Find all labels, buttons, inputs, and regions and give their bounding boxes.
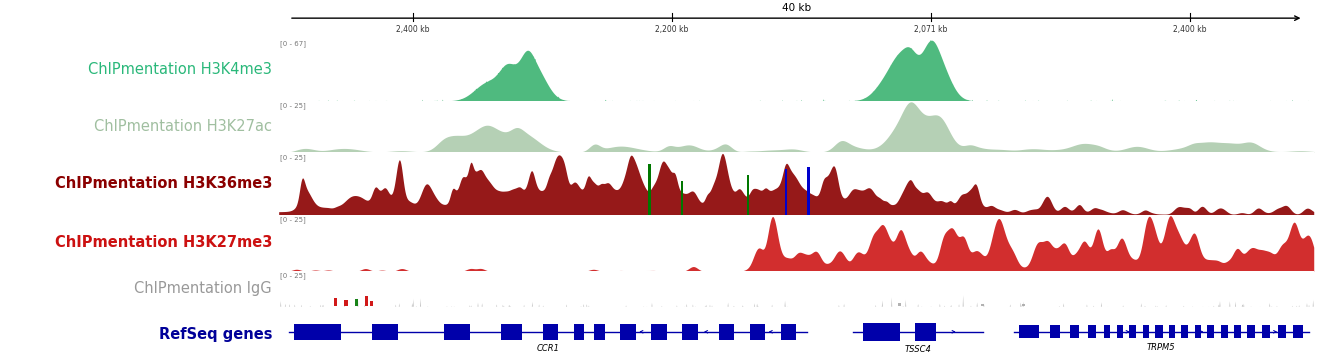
Bar — [981, 304, 985, 306]
Bar — [682, 324, 698, 340]
Text: [0 - 25]: [0 - 25] — [280, 102, 305, 109]
Bar — [719, 324, 734, 340]
Text: TRPM5: TRPM5 — [1147, 343, 1176, 351]
Bar — [1208, 326, 1214, 338]
Bar — [1234, 326, 1241, 338]
Text: [0 - 25]: [0 - 25] — [280, 272, 305, 279]
Text: TSSC4: TSSC4 — [905, 345, 932, 354]
Bar — [1143, 326, 1149, 338]
Bar — [1129, 326, 1136, 338]
Text: CCR1: CCR1 — [536, 344, 559, 353]
Bar — [864, 323, 900, 341]
Bar — [354, 299, 358, 306]
Bar — [370, 301, 373, 306]
Bar — [372, 324, 398, 340]
Bar — [1022, 305, 1026, 306]
Bar — [573, 324, 584, 340]
Text: ChIPmentation H3K36me3: ChIPmentation H3K36me3 — [54, 176, 272, 191]
Bar — [594, 324, 605, 340]
Text: 2,071 kb: 2,071 kb — [914, 25, 947, 34]
Bar — [681, 181, 682, 215]
Text: ChIPmentation H3K4me3: ChIPmentation H3K4me3 — [88, 62, 272, 77]
Bar — [620, 324, 636, 340]
Bar — [1088, 326, 1096, 338]
Text: 2,200 kb: 2,200 kb — [656, 25, 689, 34]
Bar — [1071, 326, 1079, 338]
Text: ChIPmentation IgG: ChIPmentation IgG — [134, 281, 272, 296]
Text: 2,400 kb: 2,400 kb — [1173, 25, 1206, 34]
Bar — [1019, 326, 1039, 338]
Bar — [780, 324, 796, 340]
Bar — [1247, 326, 1255, 338]
Text: ChIPmentation H3K27ac: ChIPmentation H3K27ac — [94, 119, 272, 134]
Text: [0 - 25]: [0 - 25] — [280, 216, 305, 223]
Bar — [543, 324, 559, 340]
Bar — [1194, 326, 1201, 338]
Bar — [1169, 326, 1174, 338]
Bar — [1050, 326, 1060, 338]
Bar — [786, 169, 787, 215]
Bar — [1181, 326, 1189, 338]
Bar — [916, 323, 936, 341]
Bar — [1262, 326, 1270, 338]
Bar — [898, 303, 901, 306]
Bar — [1104, 326, 1109, 338]
Bar — [365, 296, 368, 306]
Bar — [445, 324, 470, 340]
Bar — [747, 175, 748, 215]
Bar — [750, 324, 766, 340]
Text: 40 kb: 40 kb — [782, 3, 811, 13]
Bar — [334, 298, 337, 306]
Bar — [652, 324, 667, 340]
Bar — [502, 324, 522, 340]
Bar — [345, 300, 348, 306]
Text: ChIPmentation H3K27me3: ChIPmentation H3K27me3 — [54, 236, 272, 250]
Text: 2,400 kb: 2,400 kb — [397, 25, 430, 34]
Text: [0 - 25]: [0 - 25] — [280, 154, 305, 161]
Text: [0 - 67]: [0 - 67] — [280, 40, 305, 47]
Bar — [1117, 326, 1123, 338]
Text: RefSeq genes: RefSeq genes — [158, 327, 272, 342]
Bar — [295, 324, 341, 340]
Bar — [1156, 326, 1162, 338]
Bar — [649, 164, 650, 215]
Bar — [1292, 326, 1303, 338]
Bar — [1278, 326, 1286, 338]
Bar — [1221, 326, 1227, 338]
Bar — [807, 167, 809, 215]
